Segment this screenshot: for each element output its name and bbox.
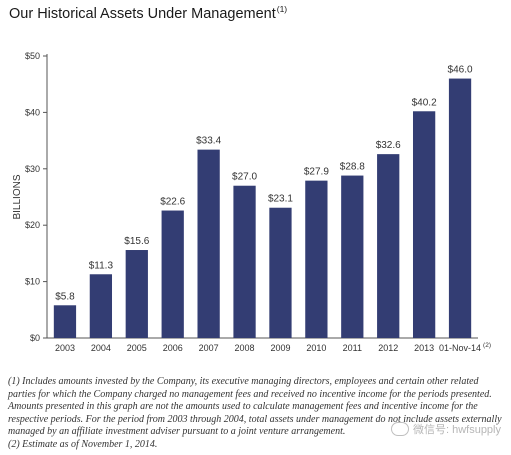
x-tick-label: 2006 — [163, 343, 183, 353]
bar-2004 — [89, 274, 113, 338]
data-label: $23.1 — [268, 194, 293, 205]
y-tick-label: $40 — [25, 107, 40, 117]
title-footnote-marker: (1) — [276, 4, 288, 14]
data-label: $11.3 — [89, 260, 114, 271]
x-tick-label: 2010 — [306, 343, 326, 353]
x-tick-label: 2012 — [378, 343, 398, 353]
x-tick-label: 2005 — [127, 343, 147, 353]
bar-2008 — [233, 185, 256, 338]
data-label: $15.6 — [124, 236, 149, 247]
y-tick-label: $10 — [25, 277, 40, 287]
watermark: 微信号: hwfsupply — [390, 421, 501, 437]
y-tick-label: $0 — [30, 333, 40, 343]
y-tick-label: $30 — [25, 164, 40, 174]
bar-2006 — [161, 210, 184, 338]
data-label: $22.6 — [160, 197, 185, 208]
x-tick-label: 01-Nov-14 — [439, 343, 481, 353]
x-tick-label: 2009 — [270, 343, 290, 353]
bar-01-Nov-14 — [448, 78, 472, 338]
bar-2010 — [305, 180, 328, 338]
footnote-2: (2) Estimate as of November 1, 2014. — [8, 438, 158, 450]
x-tick-label: 2007 — [199, 343, 219, 353]
x-tick-label: 2004 — [91, 343, 111, 353]
footnote-1: (1) Includes amounts invested by the Com… — [8, 376, 502, 437]
y-tick-label: $50 — [25, 51, 40, 61]
x-tick-label: 2013 — [414, 343, 434, 353]
x-tick-label: 2011 — [343, 343, 362, 353]
data-label: $46.0 — [448, 65, 473, 76]
data-label: $33.4 — [196, 136, 221, 147]
bar-chart: $0 $10 $20 $30 $40 $50 BILLIONS $5.8 2003 $11.3 20… — [12, 51, 491, 353]
wechat-icon — [390, 422, 409, 436]
bar-2003 — [53, 305, 77, 338]
bar-2012 — [377, 154, 400, 338]
bar-2005 — [125, 250, 148, 338]
x-tick-label: 2003 — [55, 343, 75, 353]
chart-title: Our Historical Assets Under Management(1… — [9, 4, 288, 22]
data-label: $28.8 — [340, 162, 365, 173]
bar-2007 — [197, 149, 220, 338]
data-label: $27.9 — [304, 167, 329, 178]
data-label: $5.8 — [55, 291, 75, 302]
data-label: $32.6 — [376, 140, 401, 151]
watermark-text: 微信号: hwfsupply — [412, 424, 501, 436]
x-tick-footnote-marker: (2) — [483, 342, 491, 349]
data-label: $27.0 — [232, 172, 257, 183]
bar-2011 — [341, 175, 364, 338]
bar-2009 — [269, 207, 292, 338]
y-tick-label: $20 — [25, 220, 40, 230]
y-axis-label: BILLIONS — [12, 174, 23, 219]
footnotes: (1) Includes amounts invested by the Com… — [8, 376, 504, 451]
data-label: $40.2 — [412, 97, 437, 108]
bar-2013 — [412, 111, 436, 338]
x-tick-label: 2008 — [235, 343, 255, 353]
